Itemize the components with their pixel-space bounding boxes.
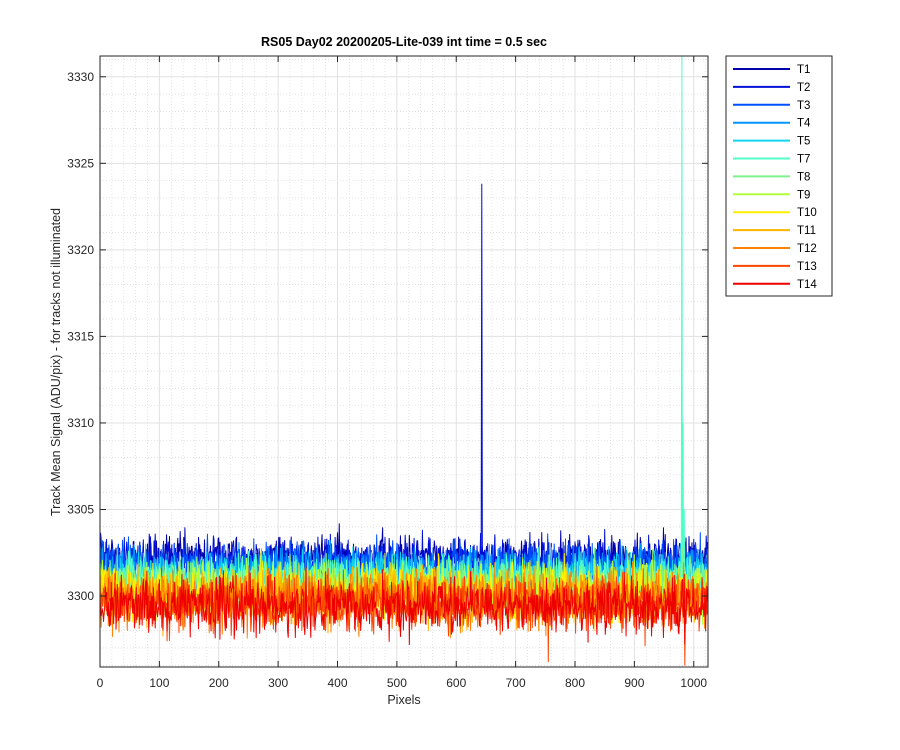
series-layer (100, 56, 708, 666)
legend-label: T10 (797, 207, 817, 219)
x-tick-label: 0 (97, 676, 104, 690)
y-tick-label: 3330 (67, 70, 94, 84)
legend-label: T5 (797, 136, 810, 148)
y-axis-label: Track Mean Signal (ADU/pix) - for tracks… (49, 208, 63, 516)
legend-label: T14 (797, 279, 817, 291)
series-line-t14 (100, 566, 708, 646)
y-tick-label: 3300 (67, 589, 94, 603)
x-axis-label: Pixels (387, 693, 420, 707)
tick-marks (99, 56, 708, 667)
y-tick-label: 3310 (67, 416, 94, 430)
x-tick-label: 400 (327, 676, 347, 690)
chart-title: RS05 Day02 20200205-Lite-039 int time = … (261, 35, 547, 49)
legend-item-t11[interactable]: T11 (733, 225, 816, 237)
x-tick-label: 100 (149, 676, 169, 690)
axes-box (99, 55, 709, 668)
legend-item-t9[interactable]: T9 (733, 189, 810, 201)
legend-label: T13 (797, 261, 817, 273)
x-tick-labels: 0 100 200 300 400 500 600 700 800 900 1000 (97, 676, 708, 690)
y-tick-labels: 3300 3305 3310 3315 3320 3325 3330 (67, 70, 94, 603)
legend-item-t4[interactable]: T4 (733, 118, 811, 130)
legend-label: T3 (797, 100, 810, 112)
legend-label: T7 (797, 154, 810, 166)
legend[interactable]: T1 T2 T3 T4 T5 T7 T8 T9 T10 T11 T12 T13 T14 (725, 55, 833, 297)
x-tick-label: 500 (387, 676, 407, 690)
legend-label: T2 (797, 82, 810, 94)
legend-items: T1 T2 T3 T4 T5 T7 T8 T9 T10 T11 T12 T13 T14 (733, 64, 817, 291)
x-tick-label: 900 (624, 676, 644, 690)
legend-item-t13[interactable]: T13 (733, 261, 817, 273)
x-tick-label: 1000 (680, 676, 707, 690)
x-tick-label: 800 (565, 676, 585, 690)
legend-item-t10[interactable]: T10 (733, 207, 817, 219)
legend-item-t3[interactable]: T3 (733, 100, 810, 112)
legend-item-t2[interactable]: T2 (733, 82, 810, 94)
y-tick-label: 3325 (67, 156, 94, 170)
y-tick-label: 3315 (67, 329, 94, 343)
legend-item-t7[interactable]: T7 (733, 154, 810, 166)
y-tick-label: 3305 (67, 502, 94, 516)
x-tick-label: 300 (268, 676, 288, 690)
legend-label: T4 (797, 118, 811, 130)
legend-item-t14[interactable]: T14 (733, 279, 817, 291)
legend-item-t8[interactable]: T8 (733, 171, 810, 183)
legend-label: T9 (797, 189, 810, 201)
x-tick-label: 600 (446, 676, 466, 690)
x-tick-label: 200 (209, 676, 229, 690)
legend-item-t12[interactable]: T12 (733, 243, 817, 255)
legend-label: T12 (797, 243, 817, 255)
x-tick-label: 700 (506, 676, 526, 690)
legend-item-t1[interactable]: T1 (733, 64, 810, 76)
legend-label: T1 (797, 64, 810, 76)
legend-label: T8 (797, 171, 810, 183)
plot-area (99, 55, 709, 668)
y-tick-label: 3320 (67, 243, 94, 257)
legend-label: T11 (797, 225, 816, 237)
series-line-t13 (100, 565, 708, 666)
legend-item-t5[interactable]: T5 (733, 136, 810, 148)
